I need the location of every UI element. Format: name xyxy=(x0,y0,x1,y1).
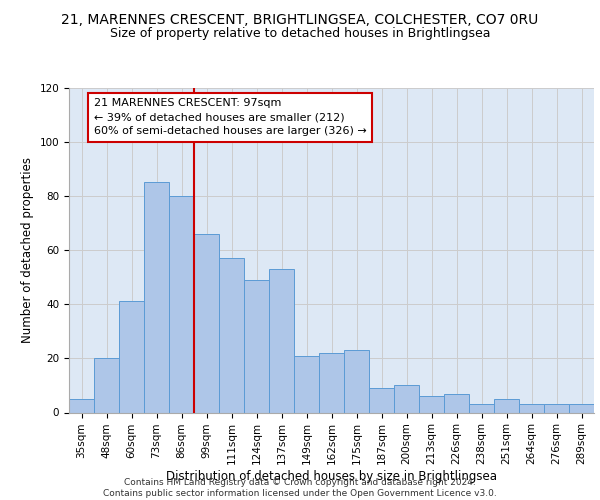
Bar xyxy=(244,280,269,412)
X-axis label: Distribution of detached houses by size in Brightlingsea: Distribution of detached houses by size … xyxy=(166,470,497,483)
Bar xyxy=(294,356,319,412)
Bar xyxy=(394,386,419,412)
Bar xyxy=(219,258,244,412)
Text: Size of property relative to detached houses in Brightlingsea: Size of property relative to detached ho… xyxy=(110,28,490,40)
Bar xyxy=(194,234,219,412)
Bar xyxy=(69,399,94,412)
Text: 21 MARENNES CRESCENT: 97sqm
← 39% of detached houses are smaller (212)
60% of se: 21 MARENNES CRESCENT: 97sqm ← 39% of det… xyxy=(94,98,367,136)
Bar xyxy=(569,404,594,412)
Y-axis label: Number of detached properties: Number of detached properties xyxy=(21,157,34,343)
Bar xyxy=(144,182,169,412)
Bar xyxy=(494,399,519,412)
Bar xyxy=(119,302,144,412)
Bar xyxy=(169,196,194,412)
Text: 21, MARENNES CRESCENT, BRIGHTLINGSEA, COLCHESTER, CO7 0RU: 21, MARENNES CRESCENT, BRIGHTLINGSEA, CO… xyxy=(61,12,539,26)
Bar xyxy=(519,404,544,412)
Bar xyxy=(419,396,444,412)
Bar xyxy=(544,404,569,412)
Bar xyxy=(469,404,494,412)
Bar xyxy=(94,358,119,412)
Bar xyxy=(319,353,344,412)
Bar xyxy=(344,350,369,412)
Text: Contains HM Land Registry data © Crown copyright and database right 2024.
Contai: Contains HM Land Registry data © Crown c… xyxy=(103,478,497,498)
Bar xyxy=(369,388,394,412)
Bar xyxy=(269,269,294,412)
Bar xyxy=(444,394,469,412)
